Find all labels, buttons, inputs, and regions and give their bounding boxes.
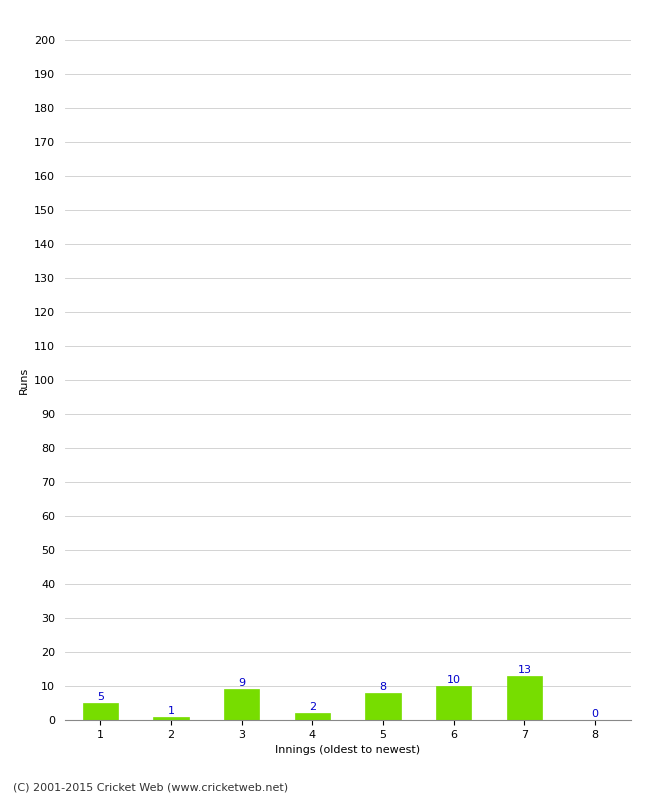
Text: 1: 1 bbox=[168, 706, 175, 715]
Text: 10: 10 bbox=[447, 675, 461, 685]
Bar bbox=[507, 676, 542, 720]
X-axis label: Innings (oldest to newest): Innings (oldest to newest) bbox=[275, 746, 421, 755]
Bar bbox=[294, 714, 330, 720]
Text: (C) 2001-2015 Cricket Web (www.cricketweb.net): (C) 2001-2015 Cricket Web (www.cricketwe… bbox=[13, 782, 288, 792]
Text: 8: 8 bbox=[380, 682, 387, 692]
Bar bbox=[83, 703, 118, 720]
Text: 9: 9 bbox=[238, 678, 245, 688]
Bar bbox=[153, 717, 188, 720]
Text: 2: 2 bbox=[309, 702, 316, 712]
Text: 5: 5 bbox=[97, 692, 104, 702]
Y-axis label: Runs: Runs bbox=[19, 366, 29, 394]
Bar bbox=[436, 686, 471, 720]
Text: 13: 13 bbox=[517, 665, 532, 674]
Bar bbox=[224, 690, 259, 720]
Text: 0: 0 bbox=[592, 709, 599, 719]
Bar bbox=[365, 693, 401, 720]
